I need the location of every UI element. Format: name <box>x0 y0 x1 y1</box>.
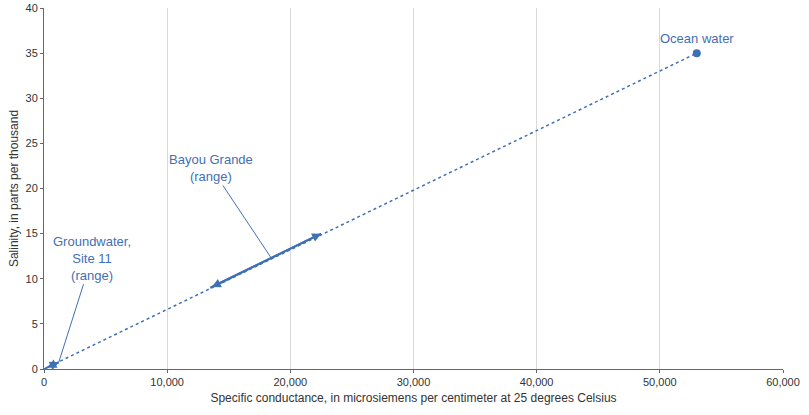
svg-text:40,000: 40,000 <box>520 376 554 388</box>
svg-text:Specific conductance, in micro: Specific conductance, in microsiemens pe… <box>210 391 616 405</box>
svg-text:Bayou Grande(range): Bayou Grande(range) <box>169 152 253 184</box>
svg-text:10: 10 <box>26 273 38 285</box>
svg-text:Ocean water: Ocean water <box>660 31 734 46</box>
svg-text:40: 40 <box>26 2 38 14</box>
svg-text:35: 35 <box>26 47 38 59</box>
svg-text:30: 30 <box>26 92 38 104</box>
svg-text:5: 5 <box>32 318 38 330</box>
svg-text:Groundwater,Site 11(range): Groundwater,Site 11(range) <box>53 234 131 283</box>
svg-text:50,000: 50,000 <box>643 376 677 388</box>
svg-text:10,000: 10,000 <box>150 376 184 388</box>
svg-text:20: 20 <box>26 182 38 194</box>
svg-text:0: 0 <box>41 376 47 388</box>
svg-text:25: 25 <box>26 137 38 149</box>
svg-text:0: 0 <box>32 363 38 375</box>
svg-text:60,000: 60,000 <box>766 376 800 388</box>
svg-text:20,000: 20,000 <box>274 376 308 388</box>
svg-text:Salinity, in parts per thousan: Salinity, in parts per thousand <box>7 110 21 267</box>
svg-text:30,000: 30,000 <box>397 376 431 388</box>
svg-text:15: 15 <box>26 227 38 239</box>
